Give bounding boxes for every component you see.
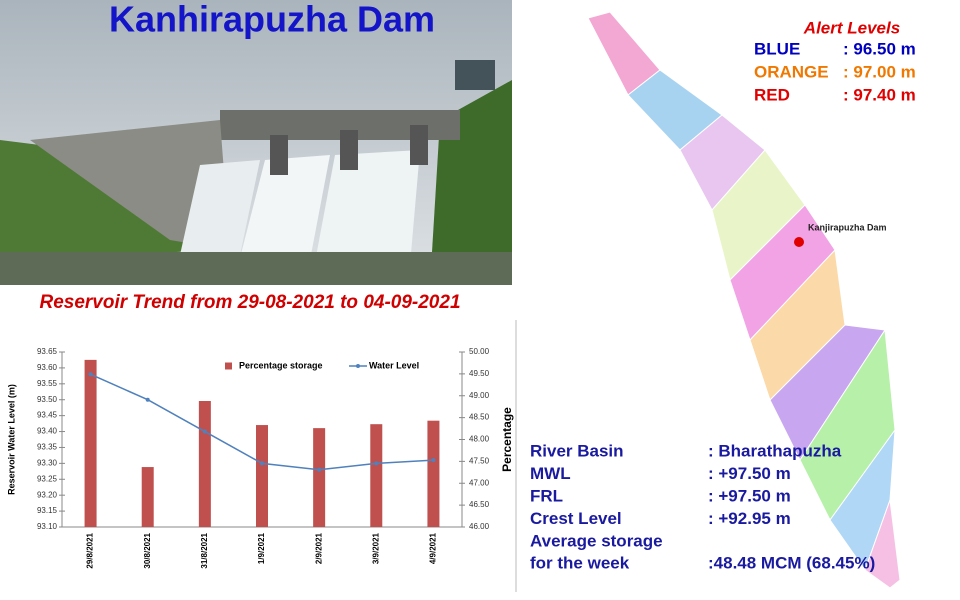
subtitle: Reservoir Trend from 29-08-2021 to 04-09… (39, 292, 460, 313)
bar (141, 467, 154, 527)
y-tick-label: 93.20 (37, 490, 58, 499)
kerala-map (587, 11, 901, 589)
y-axis-title: Reservoir Water Level (m) (6, 384, 16, 495)
alert-name: RED (754, 85, 790, 104)
x-tick-label: 3/9/2021 (371, 532, 380, 564)
legend-label: Water Level (369, 360, 419, 370)
line-marker (260, 461, 264, 466)
info-value: : +97.50 m (708, 464, 791, 483)
info-label: FRL (530, 486, 563, 505)
info-value: : +92.95 m (708, 509, 791, 528)
y-tick-label: 93.60 (37, 363, 58, 372)
storage-label: Average storage (530, 531, 663, 550)
y-tick-label: 93.40 (37, 427, 58, 436)
y-tick-label: 93.55 (37, 379, 58, 388)
title: Kanhirapuzha Dam (109, 0, 435, 40)
x-tick-label: 31/8/2021 (200, 532, 209, 568)
bar (256, 425, 268, 527)
alert-name: ORANGE (754, 62, 829, 81)
y2-axis-title: Percentage (500, 407, 514, 472)
line-marker (145, 397, 150, 402)
bar (84, 359, 97, 527)
storage-label: for the week (530, 553, 630, 572)
x-tick-label: 29/8/2021 (86, 532, 95, 568)
info-value: : +97.50 m (708, 486, 791, 505)
y2-tick-label: 49.00 (469, 391, 490, 400)
alert-name: BLUE (754, 39, 800, 58)
y2-tick-label: 50.00 (469, 347, 490, 356)
info-value: : Bharathapuzha (708, 441, 842, 460)
bar (427, 420, 440, 527)
legend-label: Percentage storage (239, 360, 323, 370)
y2-tick-label: 47.50 (469, 456, 490, 465)
info-label: River Basin (530, 441, 624, 460)
storage-value: :48.48 MCM (68.45%) (708, 553, 875, 572)
x-tick-label: 1/9/2021 (257, 532, 266, 564)
line-marker (202, 429, 207, 434)
line-marker (431, 458, 436, 463)
y2-tick-label: 46.50 (469, 500, 490, 509)
y-tick-label: 93.30 (37, 458, 58, 467)
district (864, 499, 901, 589)
y-tick-label: 93.15 (37, 506, 58, 515)
y-tick-label: 93.65 (37, 347, 58, 356)
alert-levels: BLUE : 96.50 m ORANGE : 97.00 m RED : 97.40 m (754, 39, 916, 104)
x-tick-label: 2/9/2021 (314, 532, 323, 564)
dam-photo (0, 0, 512, 285)
y-tick-label: 93.45 (37, 411, 58, 420)
y-tick-label: 93.10 (37, 522, 58, 531)
y2-tick-label: 47.00 (469, 478, 490, 487)
y2-tick-label: 48.00 (469, 435, 490, 444)
dam-info: River Basin : Bharathapuzha MWL : +97.50 m F… (530, 441, 875, 572)
alert-value: : 97.40 m (843, 85, 916, 104)
y2-tick-label: 46.00 (469, 522, 490, 531)
alert-value: : 97.00 m (843, 62, 916, 81)
line-marker (317, 467, 322, 472)
bar (313, 428, 326, 527)
y-tick-label: 93.35 (37, 443, 58, 452)
y-tick-label: 93.25 (37, 474, 58, 483)
line-marker (88, 372, 93, 377)
bar (198, 401, 211, 527)
info-label: MWL (530, 464, 571, 483)
y-tick-label: 93.50 (37, 395, 58, 404)
bar (370, 424, 383, 527)
line-marker (374, 461, 379, 466)
dam-marker (794, 237, 804, 247)
legend-swatch (356, 364, 360, 368)
legend-swatch (225, 362, 232, 370)
alert-value: : 96.50 m (843, 39, 916, 58)
y2-tick-label: 49.50 (469, 369, 490, 378)
chart: 93.10 93.15 93.20 93.25 93.30 93.35 93.40 93.45… (6, 347, 514, 568)
x-tick-label: 4/9/2021 (429, 532, 438, 564)
x-tick-label: 30/8/2021 (143, 532, 152, 568)
y2-tick-label: 48.50 (469, 413, 490, 422)
info-label: Crest Level (530, 509, 622, 528)
alert-title: Alert Levels (803, 18, 900, 37)
map-label: Kanjirapuzha Dam (808, 222, 887, 232)
